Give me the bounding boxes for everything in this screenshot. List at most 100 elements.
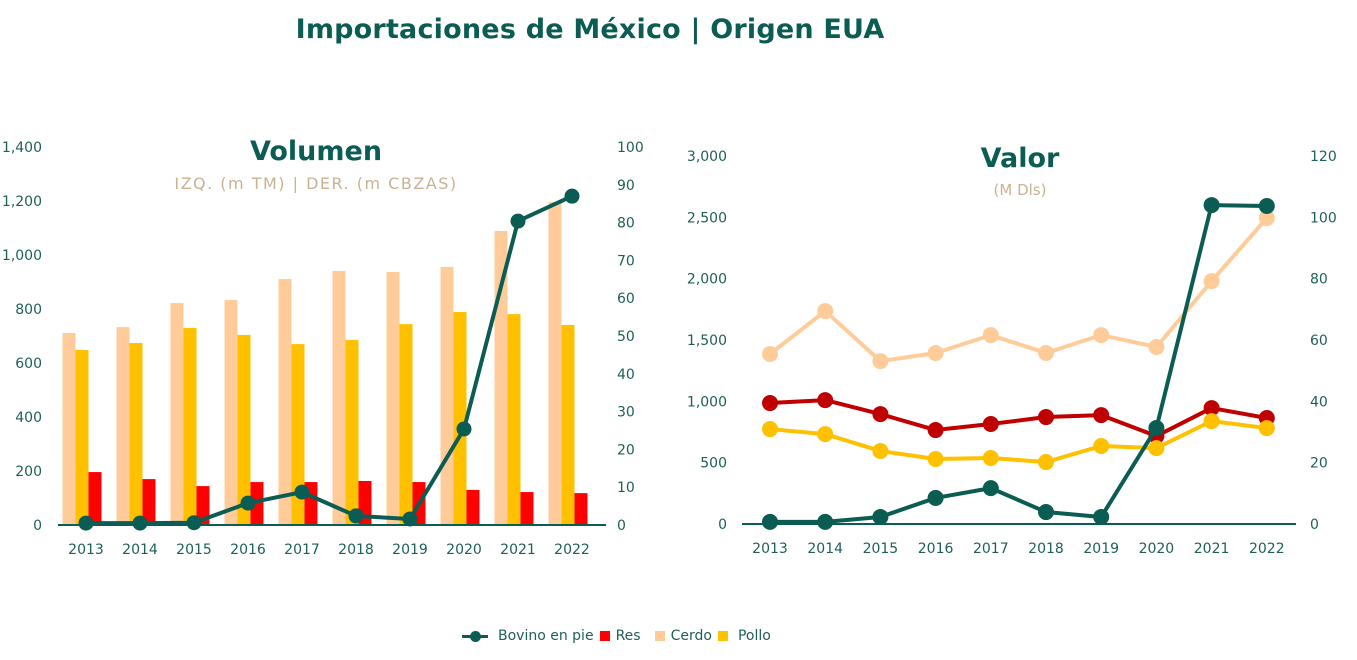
x-tick-label: 2017	[284, 542, 320, 558]
point-cerdo	[762, 345, 778, 362]
bar-pollo	[75, 350, 89, 525]
y2-tick-label: 120	[1310, 149, 1337, 165]
y2-tick-label: 80	[617, 216, 635, 232]
point-bovino	[1258, 197, 1275, 214]
y2-tick-label: 90	[617, 178, 635, 194]
x-tick-label: 2014	[122, 542, 158, 558]
y-tick-label: 1,500	[687, 333, 727, 349]
point-bovino	[132, 515, 148, 531]
x-tick-label: 2019	[392, 542, 428, 558]
y-tick-label: 1,000	[2, 248, 42, 264]
point-res_line	[982, 416, 999, 433]
point-bovino	[1148, 420, 1165, 437]
y-tick-label: 800	[15, 302, 42, 318]
bar-cerdo	[278, 279, 292, 525]
y2-tick-label: 10	[617, 480, 635, 496]
x-tick-label: 2018	[1028, 541, 1064, 557]
line-pollo	[769, 419, 1268, 465]
point-cerdo	[1093, 327, 1110, 344]
line-res_line	[769, 398, 1268, 439]
bar-res	[142, 479, 156, 525]
point-res_line	[872, 406, 889, 423]
x-tick-label: 2021	[1194, 541, 1230, 557]
bar-cerdo	[62, 333, 76, 525]
bar-res	[88, 472, 102, 525]
point-pollo	[762, 421, 778, 438]
x-tick-label: 2021	[500, 542, 536, 558]
legend-square-icon	[599, 631, 610, 641]
y-tick-label: 600	[15, 356, 42, 372]
point-pollo	[927, 450, 944, 467]
bar-pollo	[183, 327, 197, 525]
legend-line-dot-icon	[462, 630, 488, 642]
y2-tick-label: 60	[617, 291, 635, 307]
point-bovino	[402, 511, 418, 527]
y-tick-label: 1,200	[2, 194, 42, 210]
y-tick-label: 2,000	[687, 272, 727, 288]
point-cerdo	[1038, 345, 1054, 362]
point-res_line	[762, 395, 778, 412]
point-bovino	[1038, 504, 1054, 521]
y2-tick-label: 30	[617, 405, 635, 421]
point-bovino	[186, 515, 202, 531]
point-pollo	[1258, 420, 1275, 437]
x-tick-label: 2017	[973, 541, 1009, 557]
bar-pollo	[129, 343, 143, 525]
point-cerdo	[872, 353, 889, 370]
y-tick-label: 0	[718, 517, 727, 533]
bar-pollo	[399, 324, 413, 525]
bar-res	[466, 489, 480, 525]
bar-res	[250, 482, 264, 525]
point-bovino	[762, 513, 778, 530]
point-bovino	[456, 421, 472, 437]
x-tick-label: 2016	[230, 542, 266, 558]
x-tick-label: 2015	[176, 542, 212, 558]
bar-cerdo	[440, 266, 454, 525]
point-bovino	[564, 188, 580, 204]
y-tick-label: 1,000	[687, 394, 727, 410]
point-res_line	[1093, 407, 1110, 424]
chart-subtitle: IZQ. (m TM) | DER. (m CBZAS)	[174, 174, 457, 193]
bar-cerdo	[224, 300, 238, 525]
x-tick-label: 2022	[1249, 541, 1285, 557]
bar-pollo	[237, 334, 251, 525]
point-pollo	[1038, 454, 1054, 471]
legend-label: Cerdo	[670, 628, 712, 644]
x-tick-label: 2020	[1139, 541, 1175, 557]
point-cerdo	[1148, 338, 1165, 355]
bar-pollo	[291, 344, 305, 525]
line-bovino	[770, 203, 1267, 524]
y-tick-label: 3,000	[687, 149, 727, 165]
point-bovino	[348, 508, 364, 524]
x-tick-label: 2020	[446, 542, 482, 558]
point-bovino	[1203, 197, 1220, 214]
bar-pollo	[561, 324, 575, 525]
y-tick-label: 400	[15, 410, 42, 426]
y2-tick-label: 50	[617, 329, 635, 345]
point-pollo	[982, 450, 999, 467]
point-bovino	[872, 508, 889, 525]
bar-cerdo	[386, 272, 400, 525]
point-pollo	[1203, 413, 1220, 430]
x-tick-label: 2022	[554, 542, 590, 558]
x-tick-label: 2019	[1083, 541, 1119, 557]
y2-tick-label: 70	[617, 253, 635, 269]
legend-label: Bovino en pie	[498, 628, 594, 644]
y2-tick-label: 80	[1310, 272, 1328, 288]
point-bovino	[982, 480, 999, 497]
y2-tick-label: 40	[617, 367, 635, 383]
bar-pollo	[507, 314, 521, 525]
point-bovino	[510, 213, 526, 229]
legend-square-icon	[654, 631, 665, 641]
bar-pollo	[345, 340, 359, 525]
point-cerdo	[817, 303, 834, 320]
legend-label: Res	[615, 628, 641, 644]
x-tick-label: 2014	[807, 541, 843, 557]
bar-cerdo	[116, 327, 130, 525]
point-res_line	[1203, 400, 1220, 417]
point-pollo	[1148, 440, 1165, 457]
point-bovino	[927, 489, 944, 506]
point-cerdo	[982, 327, 999, 344]
x-tick-label: 2013	[68, 542, 104, 558]
